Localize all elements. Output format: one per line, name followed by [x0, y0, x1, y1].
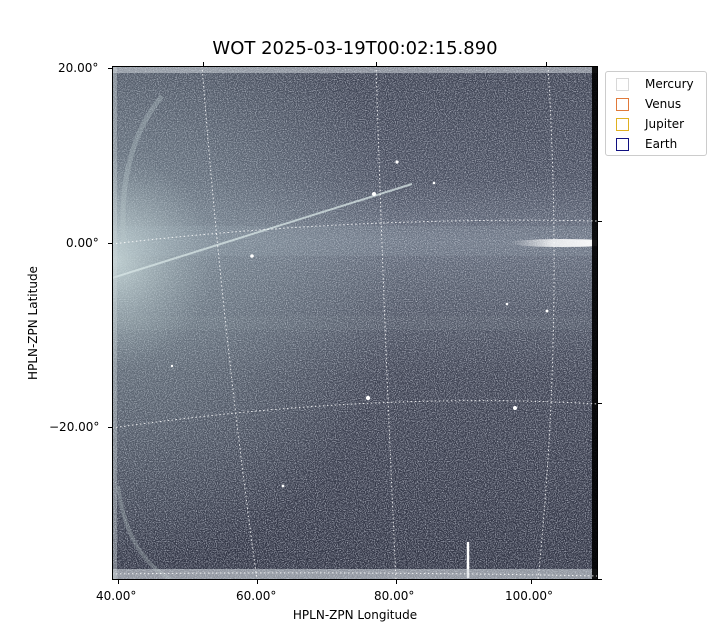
top-tick-3 — [546, 62, 547, 66]
y-axis-label: HPLN-ZPN Latitude — [26, 266, 40, 380]
legend-label-jupiter: Jupiter — [645, 117, 685, 131]
legend-swatch-venus — [616, 97, 629, 111]
legend-swatch-jupiter — [616, 117, 629, 131]
y-tick-0 — [108, 243, 112, 244]
top-tick-1 — [203, 62, 204, 66]
x-tick-60 — [257, 580, 258, 584]
right-tick-1 — [598, 221, 602, 222]
legend: Mercury Venus Jupiter Earth — [605, 71, 707, 156]
x-tick-40 — [118, 580, 119, 584]
legend-item-earth: Earth — [616, 135, 677, 153]
legend-swatch-earth — [616, 137, 629, 151]
right-tick-2 — [598, 403, 602, 404]
right-tick-3 — [598, 579, 602, 580]
legend-item-jupiter: Jupiter — [616, 115, 684, 133]
y-tick-20 — [108, 68, 112, 69]
plot-title: WOT 2025-03-19T00:02:15.890 — [212, 38, 498, 59]
y-tick-neg20 — [108, 427, 112, 428]
legend-swatch-mercury — [616, 77, 629, 91]
x-tick-label-60: 60.00° — [236, 589, 277, 603]
x-tick-80 — [396, 580, 397, 584]
legend-label-earth: Earth — [645, 137, 678, 151]
sky-image — [112, 66, 598, 580]
y-tick-label-neg20: −20.00° — [49, 420, 100, 434]
legend-label-mercury: Mercury — [645, 77, 694, 91]
legend-item-venus: Venus — [616, 95, 681, 113]
top-tick-2 — [376, 62, 377, 66]
y-tick-label-0: 0.00° — [66, 236, 99, 250]
x-tick-100 — [531, 580, 532, 584]
y-tick-label-20: 20.00° — [58, 61, 99, 75]
legend-label-venus: Venus — [645, 97, 682, 111]
x-tick-label-100: 100.00° — [505, 589, 553, 603]
x-axis-label: HPLN-ZPN Longitude — [292, 608, 418, 622]
legend-item-mercury: Mercury — [616, 75, 694, 93]
x-tick-label-80: 80.00° — [374, 589, 415, 603]
x-tick-label-40: 40.00° — [96, 589, 137, 603]
heliospheric-image-svg — [112, 66, 598, 580]
